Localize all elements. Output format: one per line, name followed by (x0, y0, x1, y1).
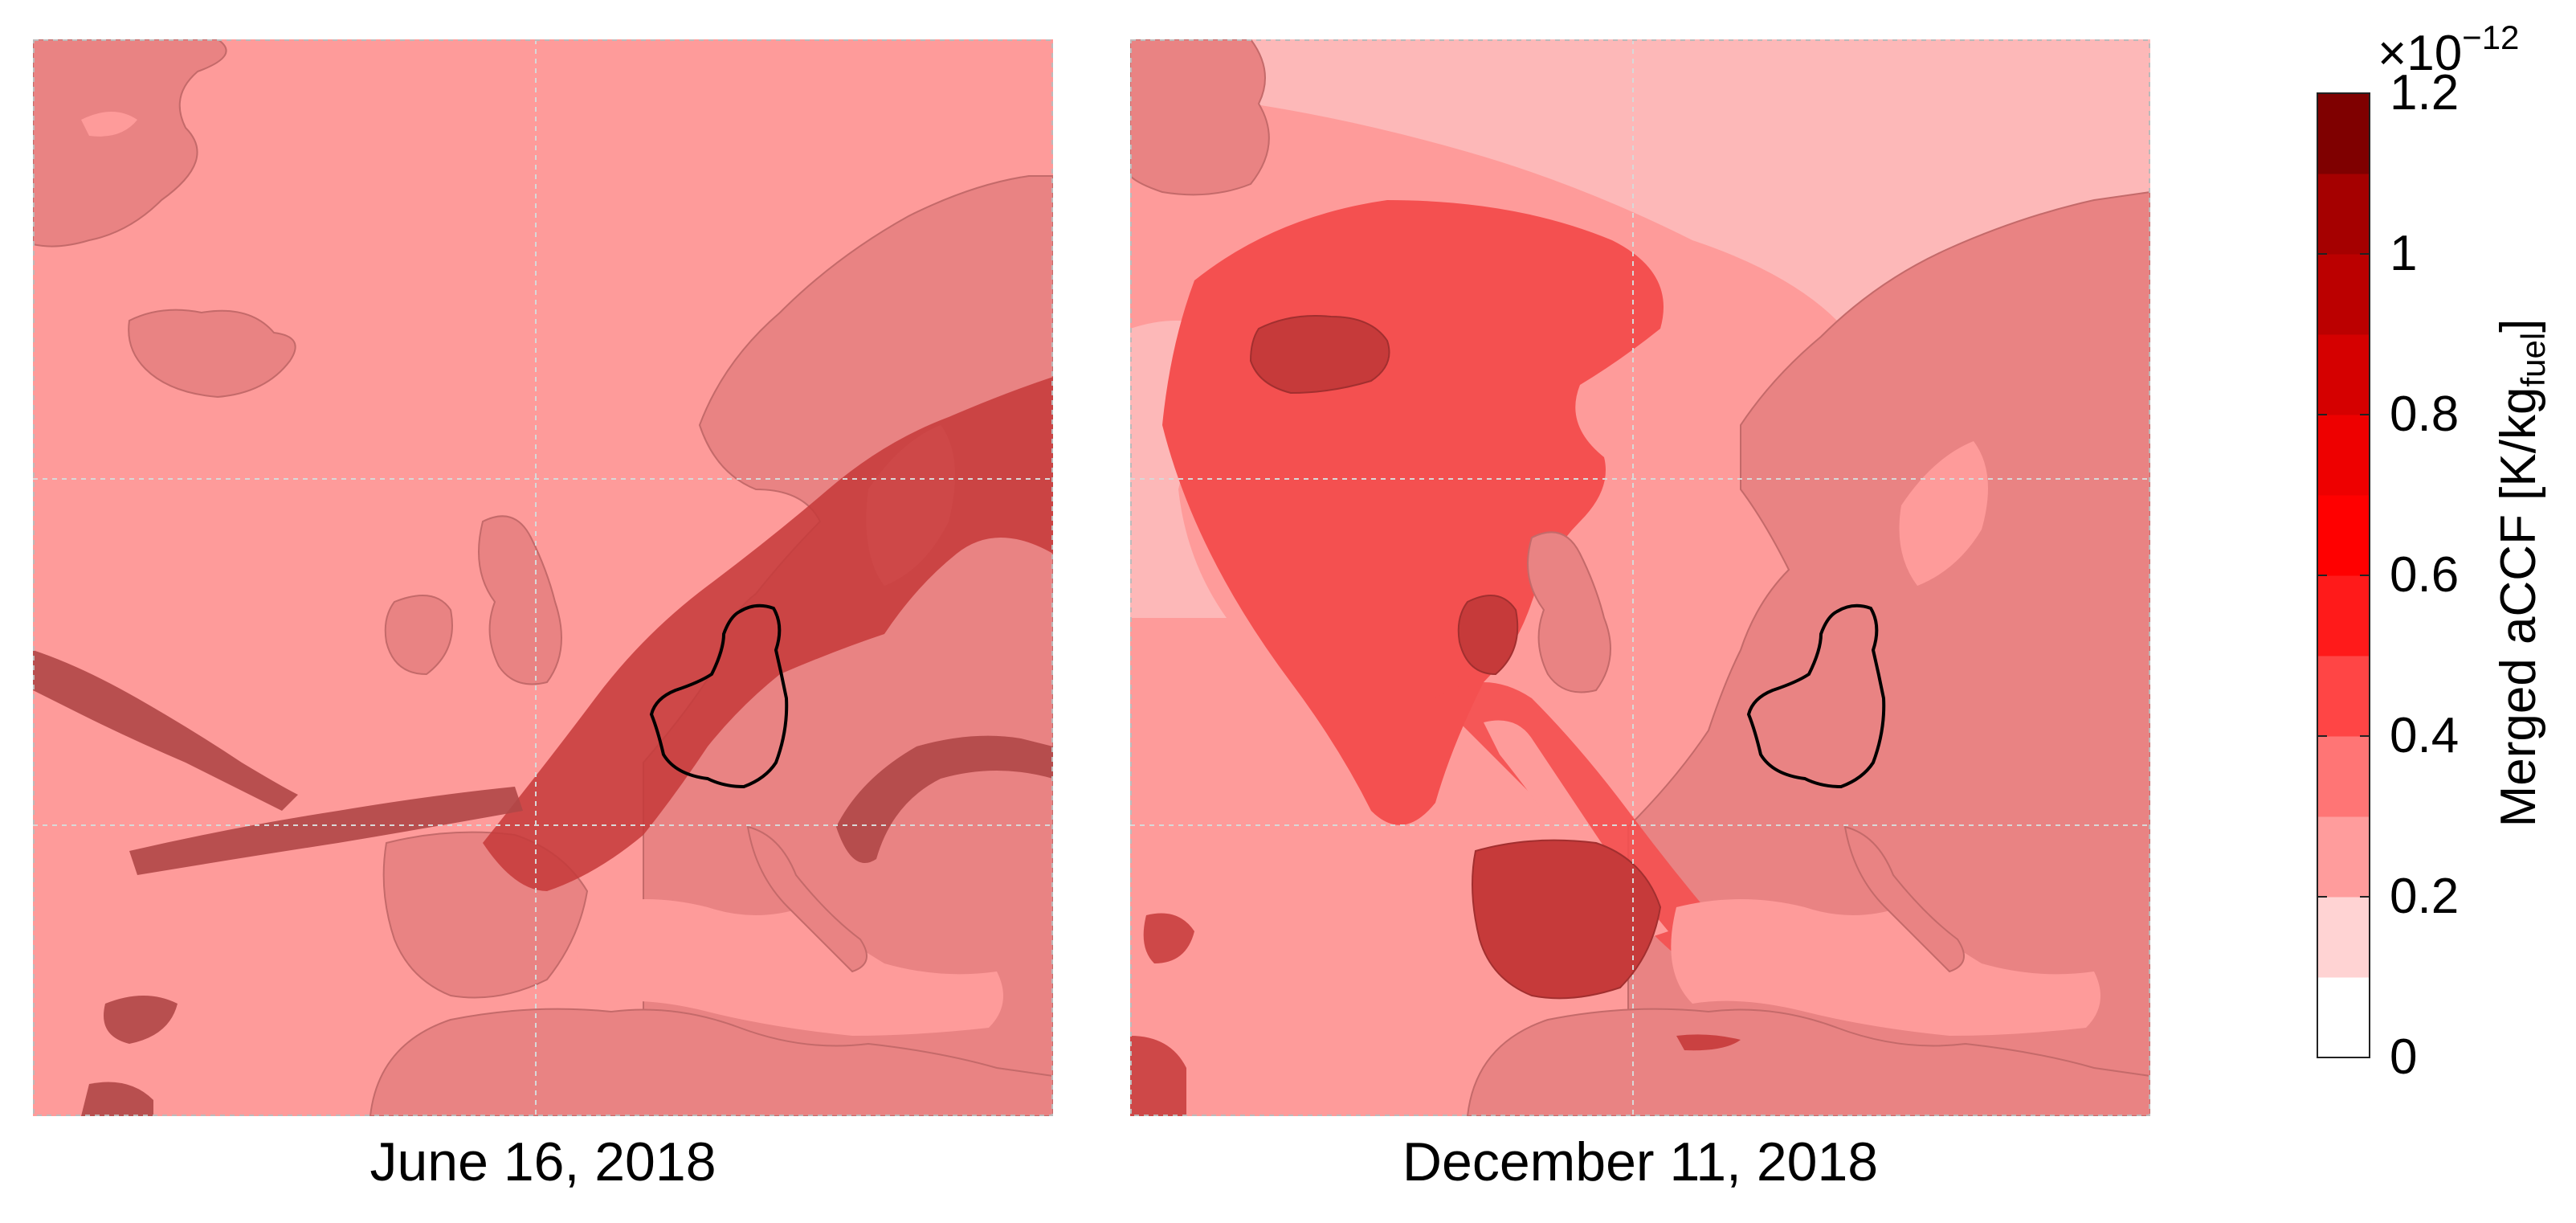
colorbar-tick-label: 0.2 (2390, 869, 2460, 924)
greenland-lake (81, 112, 137, 137)
baltic-sea (1899, 441, 1988, 586)
colorbar-exponent-base: ×10 (2378, 26, 2463, 81)
colorbar-segment (2317, 897, 2370, 978)
north-africa-land (1466, 1008, 2150, 1116)
colorbar-exponent: ×10−12 (2378, 21, 2519, 79)
north-africa-land (369, 1008, 1053, 1116)
colorbar-title-end: ] (2491, 318, 2546, 333)
colorbar-segment (2317, 93, 2370, 174)
colorbar-title-sub: fuel (2514, 332, 2552, 387)
colorbar-tick-label: 0 (2390, 1029, 2418, 1085)
greenland-land (1130, 39, 1270, 196)
colorbar-segment (2317, 254, 2370, 335)
great-britain-land (478, 515, 562, 685)
map-frame (33, 39, 1053, 1116)
great-britain-land (1527, 531, 1611, 693)
greenland-land (33, 39, 227, 247)
map-panel-june (33, 39, 1053, 1116)
high-accf-band (483, 377, 1053, 891)
colorbar-tick-label: 1.2 (2390, 65, 2460, 121)
map-gridlines (33, 39, 1053, 1116)
colorbar-tick-label: 1 (2390, 226, 2418, 281)
colorbar-tick-label: 0.8 (2390, 387, 2460, 442)
dark-band-southwest (129, 787, 523, 875)
map-gridlines (1130, 39, 2150, 1116)
colorbar-title: Merged aCCF [K/kgfuel] (2491, 318, 2552, 828)
panel-caption-june: June 16, 2018 (369, 1131, 716, 1192)
colorbar-tick-label: 0.6 (2390, 547, 2460, 603)
dark-band-atlantic (33, 650, 298, 811)
mediterranean-sea (577, 899, 1003, 1036)
colorbar-tick-label: 0.4 (2390, 708, 2460, 763)
dark-patch-southwest (1130, 1036, 1186, 1116)
dark-patch-africa (1676, 1034, 1741, 1051)
colorbar-title-main: Merged aCCF [K/kg (2491, 387, 2546, 828)
iceland-land (128, 309, 296, 399)
ireland-land (1457, 595, 1519, 676)
colorbar-segment (2317, 575, 2370, 656)
italy-land (746, 825, 868, 973)
colorbar-segment (2317, 816, 2370, 898)
italy-land (1843, 825, 1965, 973)
colorbar-segment (2317, 736, 2370, 817)
colorbar-segment (2317, 174, 2370, 255)
map-panel-december (1130, 39, 2150, 1116)
colorbar-segment (2317, 977, 2370, 1058)
iceland-land (1249, 315, 1390, 395)
colorbar (2317, 92, 2370, 1058)
colorbar-exponent-power: −12 (2462, 18, 2520, 56)
dark-patch-corner (81, 1082, 153, 1116)
map-frame (1130, 39, 2150, 1116)
colorbar-segment (2317, 495, 2370, 576)
panel-caption-december: December 11, 2018 (1402, 1131, 1879, 1192)
mediterranean-sea (1671, 899, 2100, 1036)
region-outline (649, 603, 789, 789)
region-outline (1746, 603, 1886, 789)
ireland-land (384, 595, 453, 676)
dark-patch-west (1143, 913, 1194, 963)
colorbar-segment (2317, 334, 2370, 415)
dark-patch-south (104, 996, 178, 1044)
iberia-land (1472, 839, 1662, 1000)
colorbar-segment (2317, 656, 2370, 737)
colorbar-segment (2317, 415, 2370, 496)
dark-band-east (836, 735, 1053, 863)
